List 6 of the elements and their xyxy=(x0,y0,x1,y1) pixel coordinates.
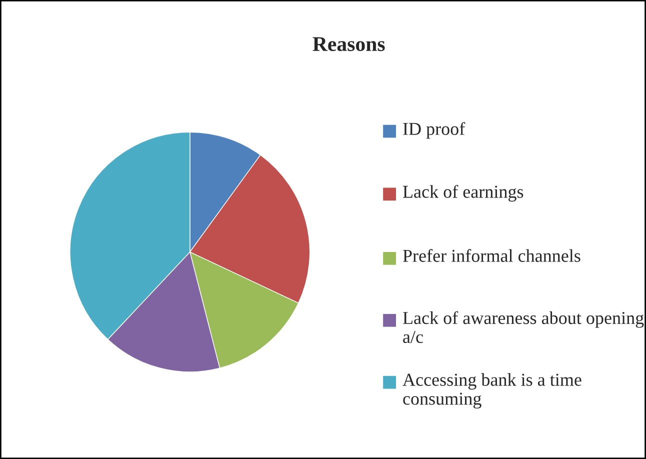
legend-label: Lack of earnings xyxy=(402,184,524,202)
legend-label: Accessing bank is a time consuming xyxy=(402,373,582,409)
legend-label: Lack of awareness about opening a/c xyxy=(402,311,644,344)
legend-label: Prefer informal channels xyxy=(402,249,580,262)
chart-title: Reasons xyxy=(312,37,385,52)
legend-label: ID proof xyxy=(403,122,466,139)
